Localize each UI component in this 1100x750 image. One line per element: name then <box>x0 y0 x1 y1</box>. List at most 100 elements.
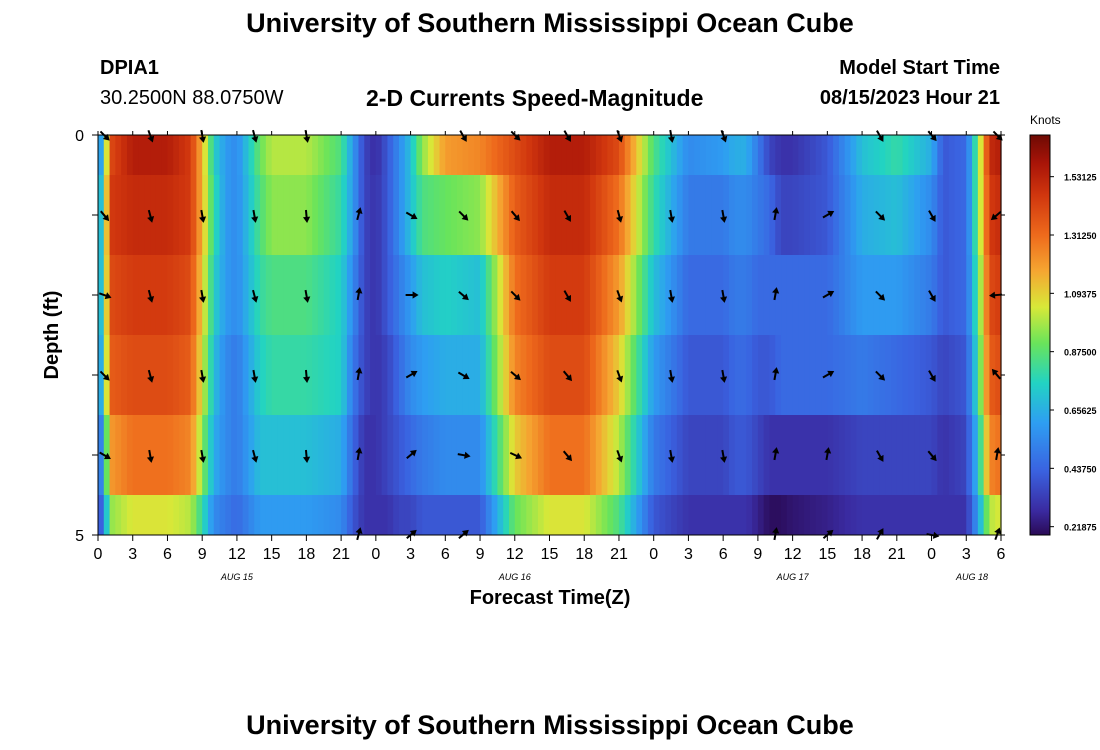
heat-cell <box>931 335 938 415</box>
current-arrow <box>772 367 780 381</box>
heat-cell <box>526 255 533 335</box>
x-tick-label: 9 <box>198 546 207 563</box>
model-start-label: Model Start Time <box>839 57 1000 79</box>
heat-cell <box>370 335 377 415</box>
heat-cell <box>734 335 742 415</box>
heat-cell <box>972 335 979 415</box>
colorbar-tick-label: 1.09375 <box>1064 289 1097 299</box>
heat-cell <box>300 415 307 495</box>
heat-cell <box>370 495 377 535</box>
heat-cell <box>781 495 788 535</box>
heat-cell <box>838 175 846 255</box>
heat-cell <box>543 335 551 415</box>
heat-cell <box>167 255 174 335</box>
heat-cell <box>572 255 580 335</box>
heat-cell <box>155 415 163 495</box>
heat-cell <box>416 255 423 335</box>
heat-cell <box>219 135 226 175</box>
current-arrow <box>406 449 417 459</box>
heat-cell <box>584 135 591 175</box>
heat-cell <box>532 495 539 535</box>
heat-cell <box>364 255 371 335</box>
heat-cell <box>752 495 759 535</box>
x-tick-label: 0 <box>94 546 103 563</box>
heat-cell <box>115 135 122 175</box>
colorbar-tick-label: 0.65625 <box>1064 406 1097 416</box>
heat-cell <box>370 255 377 335</box>
heat-cell <box>179 415 186 495</box>
heat-cell <box>387 415 394 495</box>
heat-cell <box>480 415 487 495</box>
heat-cell <box>555 495 562 535</box>
heat-cell <box>456 255 464 335</box>
heat-cell <box>202 175 209 255</box>
heat-cell <box>433 415 441 495</box>
heat-cell <box>387 175 394 255</box>
heat-cell <box>132 415 140 495</box>
heat-cell <box>891 415 898 495</box>
heat-cell <box>236 415 244 495</box>
heat-cell <box>167 415 174 495</box>
heat-cell <box>179 495 186 535</box>
heat-cell <box>404 135 412 175</box>
heat-cell <box>150 415 157 495</box>
heat-cell <box>150 175 157 255</box>
colorbar-unit: Knots <box>1030 113 1061 127</box>
heat-cell <box>289 255 296 335</box>
heat-cell <box>399 255 406 335</box>
current-arrow <box>822 370 835 379</box>
heat-cell <box>896 135 904 175</box>
heat-cell <box>937 175 944 255</box>
heat-cell <box>393 335 400 415</box>
heat-cell <box>804 415 811 495</box>
heat-cell <box>219 335 226 415</box>
heat-cell <box>613 175 620 255</box>
heat-cell <box>254 495 261 535</box>
heat-cell <box>167 175 174 255</box>
heat-cell <box>873 175 881 255</box>
heat-cell <box>456 175 464 255</box>
colorbar-tick-label: 0.87500 <box>1064 348 1097 358</box>
heat-cell <box>132 135 140 175</box>
heat-cell <box>277 175 284 255</box>
heat-cell <box>422 335 429 415</box>
heat-cell <box>595 415 603 495</box>
heat-cell <box>317 495 325 535</box>
heat-cell <box>300 255 307 335</box>
heat-cell <box>393 415 400 495</box>
heat-cell <box>561 135 568 175</box>
heat-cell <box>219 495 226 535</box>
heat-cell <box>427 135 435 175</box>
current-arrow <box>720 289 728 303</box>
heat-cell <box>485 135 493 175</box>
heat-cell <box>925 335 933 415</box>
heat-cell <box>155 175 163 255</box>
heat-cell <box>480 335 487 415</box>
heat-cell <box>508 415 516 495</box>
heat-cell <box>439 495 446 535</box>
heat-cell <box>445 175 452 255</box>
heat-cell <box>283 255 290 335</box>
heat-cell <box>856 335 863 415</box>
heat-cell <box>566 135 574 175</box>
heat-cell <box>497 175 504 255</box>
heat-cell <box>746 255 753 335</box>
current-arrow <box>667 369 675 383</box>
heat-cell <box>335 335 342 415</box>
heat-cell <box>346 495 354 535</box>
heat-cell <box>387 495 394 535</box>
heat-cell <box>138 335 145 415</box>
heat-cell <box>590 175 597 255</box>
heat-cell <box>121 175 128 255</box>
heat-cell <box>202 495 209 535</box>
heat-cell <box>526 415 533 495</box>
heat-cell <box>236 135 244 175</box>
heat-cell <box>948 415 956 495</box>
heat-cell <box>781 255 788 335</box>
heat-cell <box>491 175 499 255</box>
heat-cell <box>358 415 365 495</box>
heat-cell <box>375 415 383 495</box>
heat-cell <box>809 415 817 495</box>
heat-cell <box>694 175 701 255</box>
heat-cell <box>323 495 331 535</box>
